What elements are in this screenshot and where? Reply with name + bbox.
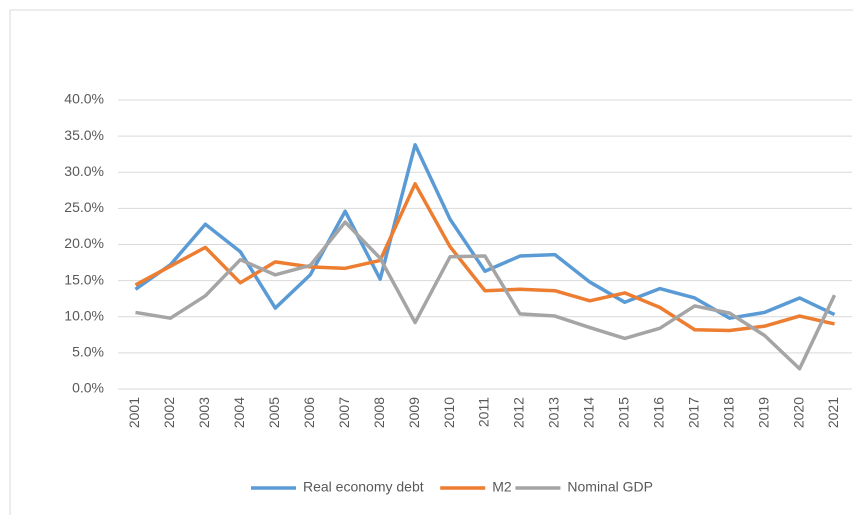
y-tick-label: 30.0% (64, 163, 104, 179)
x-tick-label: 2009 (406, 397, 422, 428)
x-tick-label: 2002 (161, 397, 177, 428)
x-tick-label: 2008 (371, 397, 387, 428)
x-tick-label: 2020 (790, 397, 806, 428)
x-tick-label: 2014 (581, 397, 597, 428)
x-tick-label: 2018 (720, 397, 736, 428)
x-tick-label: 2004 (231, 397, 247, 428)
x-tick-label: 2010 (441, 397, 457, 428)
y-tick-label: 0.0% (72, 380, 104, 396)
x-tick-label: 2011 (476, 397, 492, 427)
x-tick-label: 2007 (336, 397, 352, 428)
y-tick-label: 40.0% (64, 91, 104, 107)
x-tick-label: 2003 (196, 397, 212, 428)
x-tick-label: 2021 (825, 397, 841, 428)
legend-label: M2 (492, 479, 512, 495)
y-tick-label: 10.0% (64, 307, 104, 323)
x-tick-label: 2016 (650, 397, 666, 428)
line-series (134, 182, 835, 333)
legend-label: Nominal GDP (567, 479, 653, 495)
x-tick-label: 2001 (126, 397, 142, 428)
line-series (135, 220, 837, 371)
x-tick-label: 2017 (685, 397, 701, 428)
x-tick-label: 2005 (266, 397, 282, 428)
y-tick-label: 20.0% (64, 235, 104, 251)
y-tick-label: 35.0% (64, 127, 104, 143)
y-tick-label: 15.0% (64, 271, 104, 287)
x-tick-label: 2019 (755, 397, 771, 428)
y-tick-label: 25.0% (64, 199, 104, 215)
y-tick-label: 5.0% (72, 344, 104, 360)
x-tick-label: 2015 (616, 397, 632, 428)
x-tick-label: 2012 (511, 397, 527, 428)
legend-label: Real economy debt (303, 479, 424, 495)
x-tick-label: 2006 (301, 397, 317, 428)
x-tick-label: 2013 (546, 397, 562, 428)
